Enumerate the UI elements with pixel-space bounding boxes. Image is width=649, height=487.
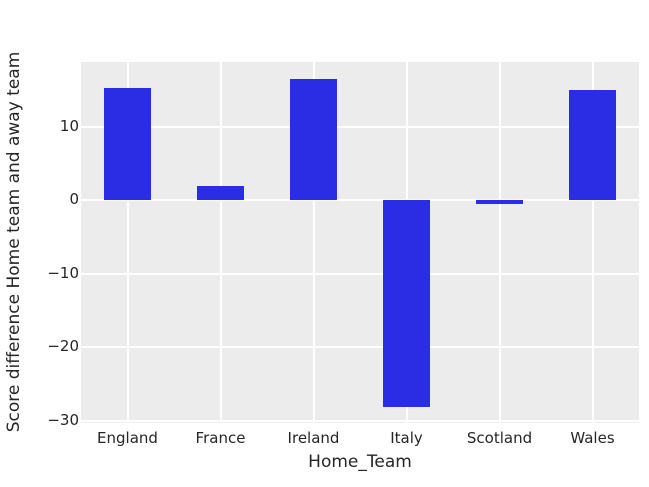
y-tick-label: 0 xyxy=(69,190,79,209)
x-tick-label-ireland: Ireland xyxy=(287,429,340,447)
gridline-vertical xyxy=(312,62,315,423)
bar-ireland xyxy=(290,78,337,201)
gridline-horizontal xyxy=(81,346,639,349)
x-axis-label: Home_Team xyxy=(308,452,412,472)
y-tick-label: −30 xyxy=(47,410,79,429)
x-tick-label-scotland: Scotland xyxy=(466,429,533,447)
x-tick-label-italy: Italy xyxy=(390,429,423,447)
gridline-vertical xyxy=(126,62,129,423)
y-tick-label: 10 xyxy=(59,116,79,135)
bar-france xyxy=(197,185,244,201)
x-tick-label-wales: Wales xyxy=(570,429,615,447)
y-axis-label: Score difference Home team and away team xyxy=(4,51,24,433)
plot-area xyxy=(81,62,639,423)
gridline-horizontal xyxy=(81,199,639,202)
gridline-vertical xyxy=(591,62,594,423)
gridline-horizontal xyxy=(81,419,639,422)
gridline-vertical xyxy=(219,62,222,423)
y-tick-label: −10 xyxy=(47,263,79,282)
gridline-horizontal xyxy=(81,272,639,275)
bar-wales xyxy=(569,89,616,201)
x-tick-label-england: England xyxy=(97,429,158,447)
bar-italy xyxy=(383,200,430,407)
gridline-vertical xyxy=(498,62,501,423)
bar-scotland xyxy=(476,200,523,204)
y-tick-label: −20 xyxy=(47,337,79,356)
gridline-horizontal xyxy=(81,125,639,128)
x-tick-label-france: France xyxy=(195,429,246,447)
bar-england xyxy=(104,87,151,201)
